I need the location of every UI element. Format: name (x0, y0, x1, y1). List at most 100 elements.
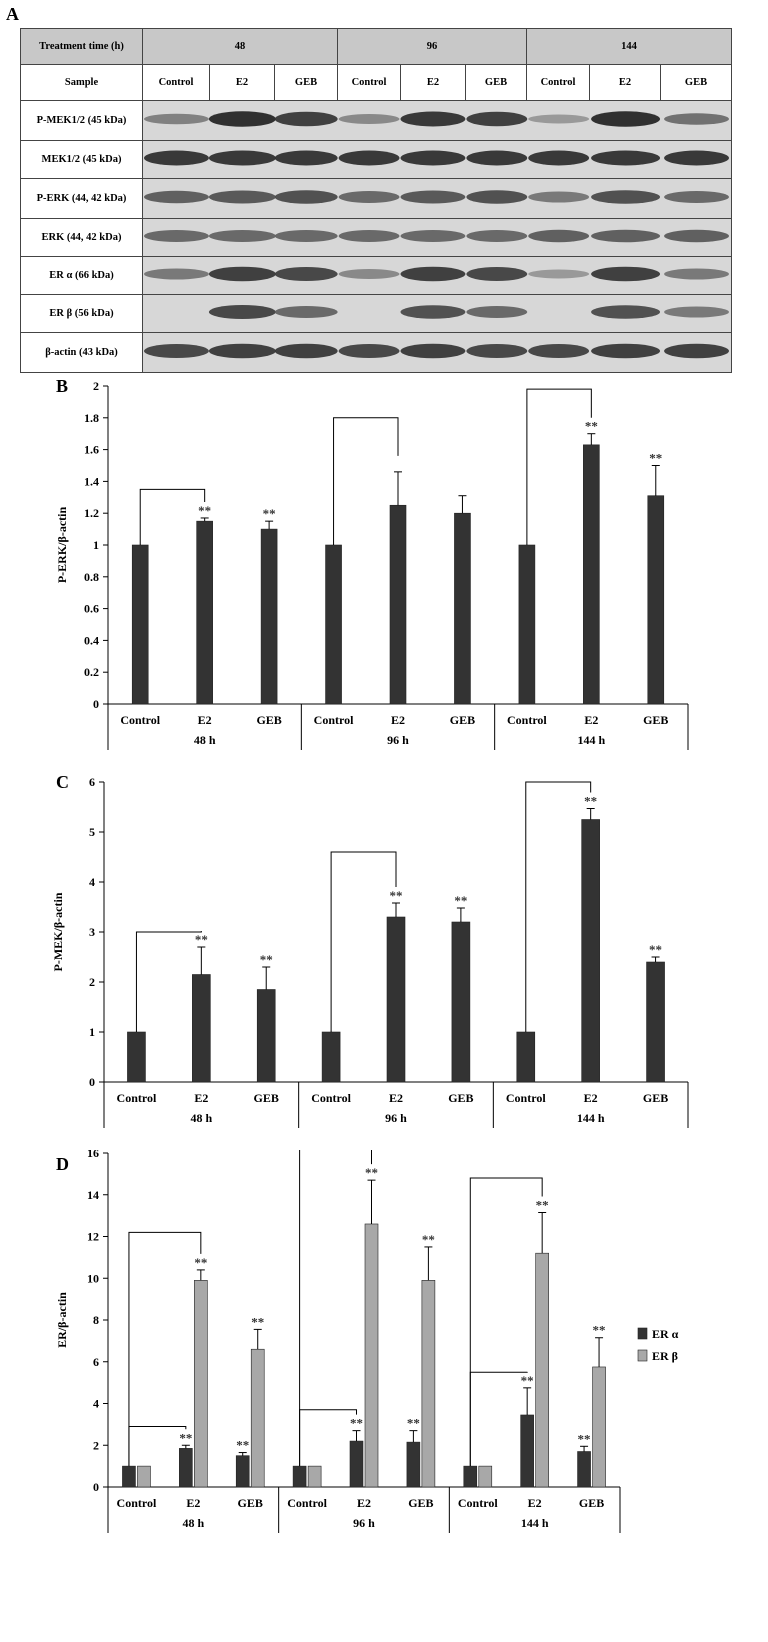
legend-label: ER α (652, 1327, 679, 1341)
blot-band (466, 344, 528, 358)
bar (520, 1414, 534, 1488)
blot-band (591, 266, 661, 282)
blot-image (142, 140, 732, 179)
bar (256, 989, 276, 1083)
sample-label: Sample (20, 64, 143, 101)
bar (179, 1448, 193, 1488)
comparison-bracket (128, 1231, 202, 1467)
blot-band (400, 150, 466, 166)
bar (137, 1465, 151, 1488)
time-96-header: 96 (337, 28, 527, 65)
blot-band (528, 114, 590, 124)
blot-image (142, 332, 732, 373)
y-tick-label: 8 (93, 1313, 99, 1327)
y-tick-label: 0 (89, 1075, 95, 1089)
blot-band (664, 229, 729, 243)
significance-mark: ** (536, 1197, 549, 1212)
category-label: E2 (198, 713, 212, 727)
category-label: GEB (408, 1496, 433, 1510)
blot-band (208, 230, 276, 242)
blot-band (144, 150, 209, 166)
blot-band (274, 190, 338, 204)
significance-mark: ** (407, 1416, 420, 1431)
bar (451, 921, 471, 1083)
significance-mark: ** (454, 893, 467, 908)
group-label: 144 h (521, 1516, 549, 1530)
category-label: E2 (391, 713, 405, 727)
bar (454, 512, 471, 705)
sample-header: E2 (400, 64, 466, 101)
y-tick-label: 1.6 (84, 443, 99, 457)
bar (131, 544, 149, 705)
bar (592, 1366, 606, 1488)
category-label: Control (507, 713, 547, 727)
blot-band (466, 267, 528, 281)
y-tick-label: 4 (89, 875, 95, 889)
significance-mark: ** (251, 1314, 264, 1329)
comparison-bracket (525, 781, 592, 1032)
blot-band (591, 343, 661, 359)
y-tick-label: 10 (87, 1271, 99, 1285)
blot-band (400, 190, 466, 204)
sample-header: Control (142, 64, 210, 101)
bar (196, 520, 213, 705)
blot-row-label: ER β (56 kDa) (20, 294, 143, 333)
blot-row: P-ERK (44, 42 kDa) (20, 178, 732, 219)
legend-swatch (637, 1327, 648, 1340)
category-label: Control (287, 1496, 327, 1510)
category-label: GEB (579, 1496, 604, 1510)
y-axis-label: P-MEK/β-actin (51, 892, 65, 971)
blot-band (528, 344, 590, 358)
comparison-bracket (469, 1371, 528, 1467)
blot-row-label: MEK1/2 (45 kDa) (20, 140, 143, 179)
blot-band (400, 111, 466, 127)
blot-band (400, 230, 466, 242)
blot-band (528, 229, 590, 243)
blot-band (591, 150, 661, 166)
group-label: 96 h (387, 733, 409, 747)
group-label: 48 h (194, 733, 216, 747)
category-label: GEB (256, 713, 281, 727)
category-label: E2 (584, 1091, 598, 1105)
bar (583, 444, 600, 705)
chart-d-er: D 0 2 4 6 8 10 12 14 16 ER/β-actin 48 h 96 h 144 h Con… (55, 1150, 679, 1533)
panel-letter: C (56, 772, 69, 792)
blot-band (664, 150, 729, 166)
chart-b-p-erk: B 0 0.2 0.4 0.6 0.8 1 1.2 1.4 1.6 1.8 2 P-ERK/β-acti… (55, 376, 689, 750)
y-tick-label: 0.6 (84, 602, 99, 616)
comparison-bracket (299, 1409, 357, 1467)
blot-row: ER β (56 kDa) (20, 294, 732, 333)
blot-image (142, 178, 732, 219)
blot-band (208, 305, 276, 319)
y-axis-label: ER/β-actin (55, 1292, 69, 1348)
blot-image (142, 100, 732, 141)
sample-header: E2 (589, 64, 661, 101)
category-label: E2 (357, 1496, 371, 1510)
category-label: E2 (528, 1496, 542, 1510)
blot-band (528, 150, 590, 166)
blot-band (466, 230, 528, 242)
blot-band (466, 111, 528, 127)
blot-image (142, 294, 732, 333)
bar (516, 1031, 536, 1083)
blot-band (144, 190, 209, 204)
blot-row: P-MEK1/2 (45 kDa) (20, 100, 732, 141)
bar (235, 1455, 250, 1488)
bar (292, 1465, 307, 1488)
y-tick-label: 2 (93, 379, 99, 393)
blot-band (591, 229, 661, 243)
blot-band (466, 190, 528, 204)
bar (406, 1441, 421, 1488)
blot-band (664, 268, 729, 280)
bar (321, 1031, 341, 1083)
blot-band (664, 343, 729, 359)
significance-mark: ** (578, 1431, 591, 1446)
significance-mark: ** (390, 888, 403, 903)
comparison-bracket (128, 1425, 187, 1467)
blot-band (144, 113, 209, 125)
group-label: 48 h (182, 1516, 204, 1530)
bar (647, 495, 665, 705)
y-tick-label: 2 (93, 1438, 99, 1452)
significance-mark: ** (236, 1438, 249, 1453)
western-blot-table: Treatment time (h) 48 96 144 Sample Cont… (20, 28, 732, 373)
